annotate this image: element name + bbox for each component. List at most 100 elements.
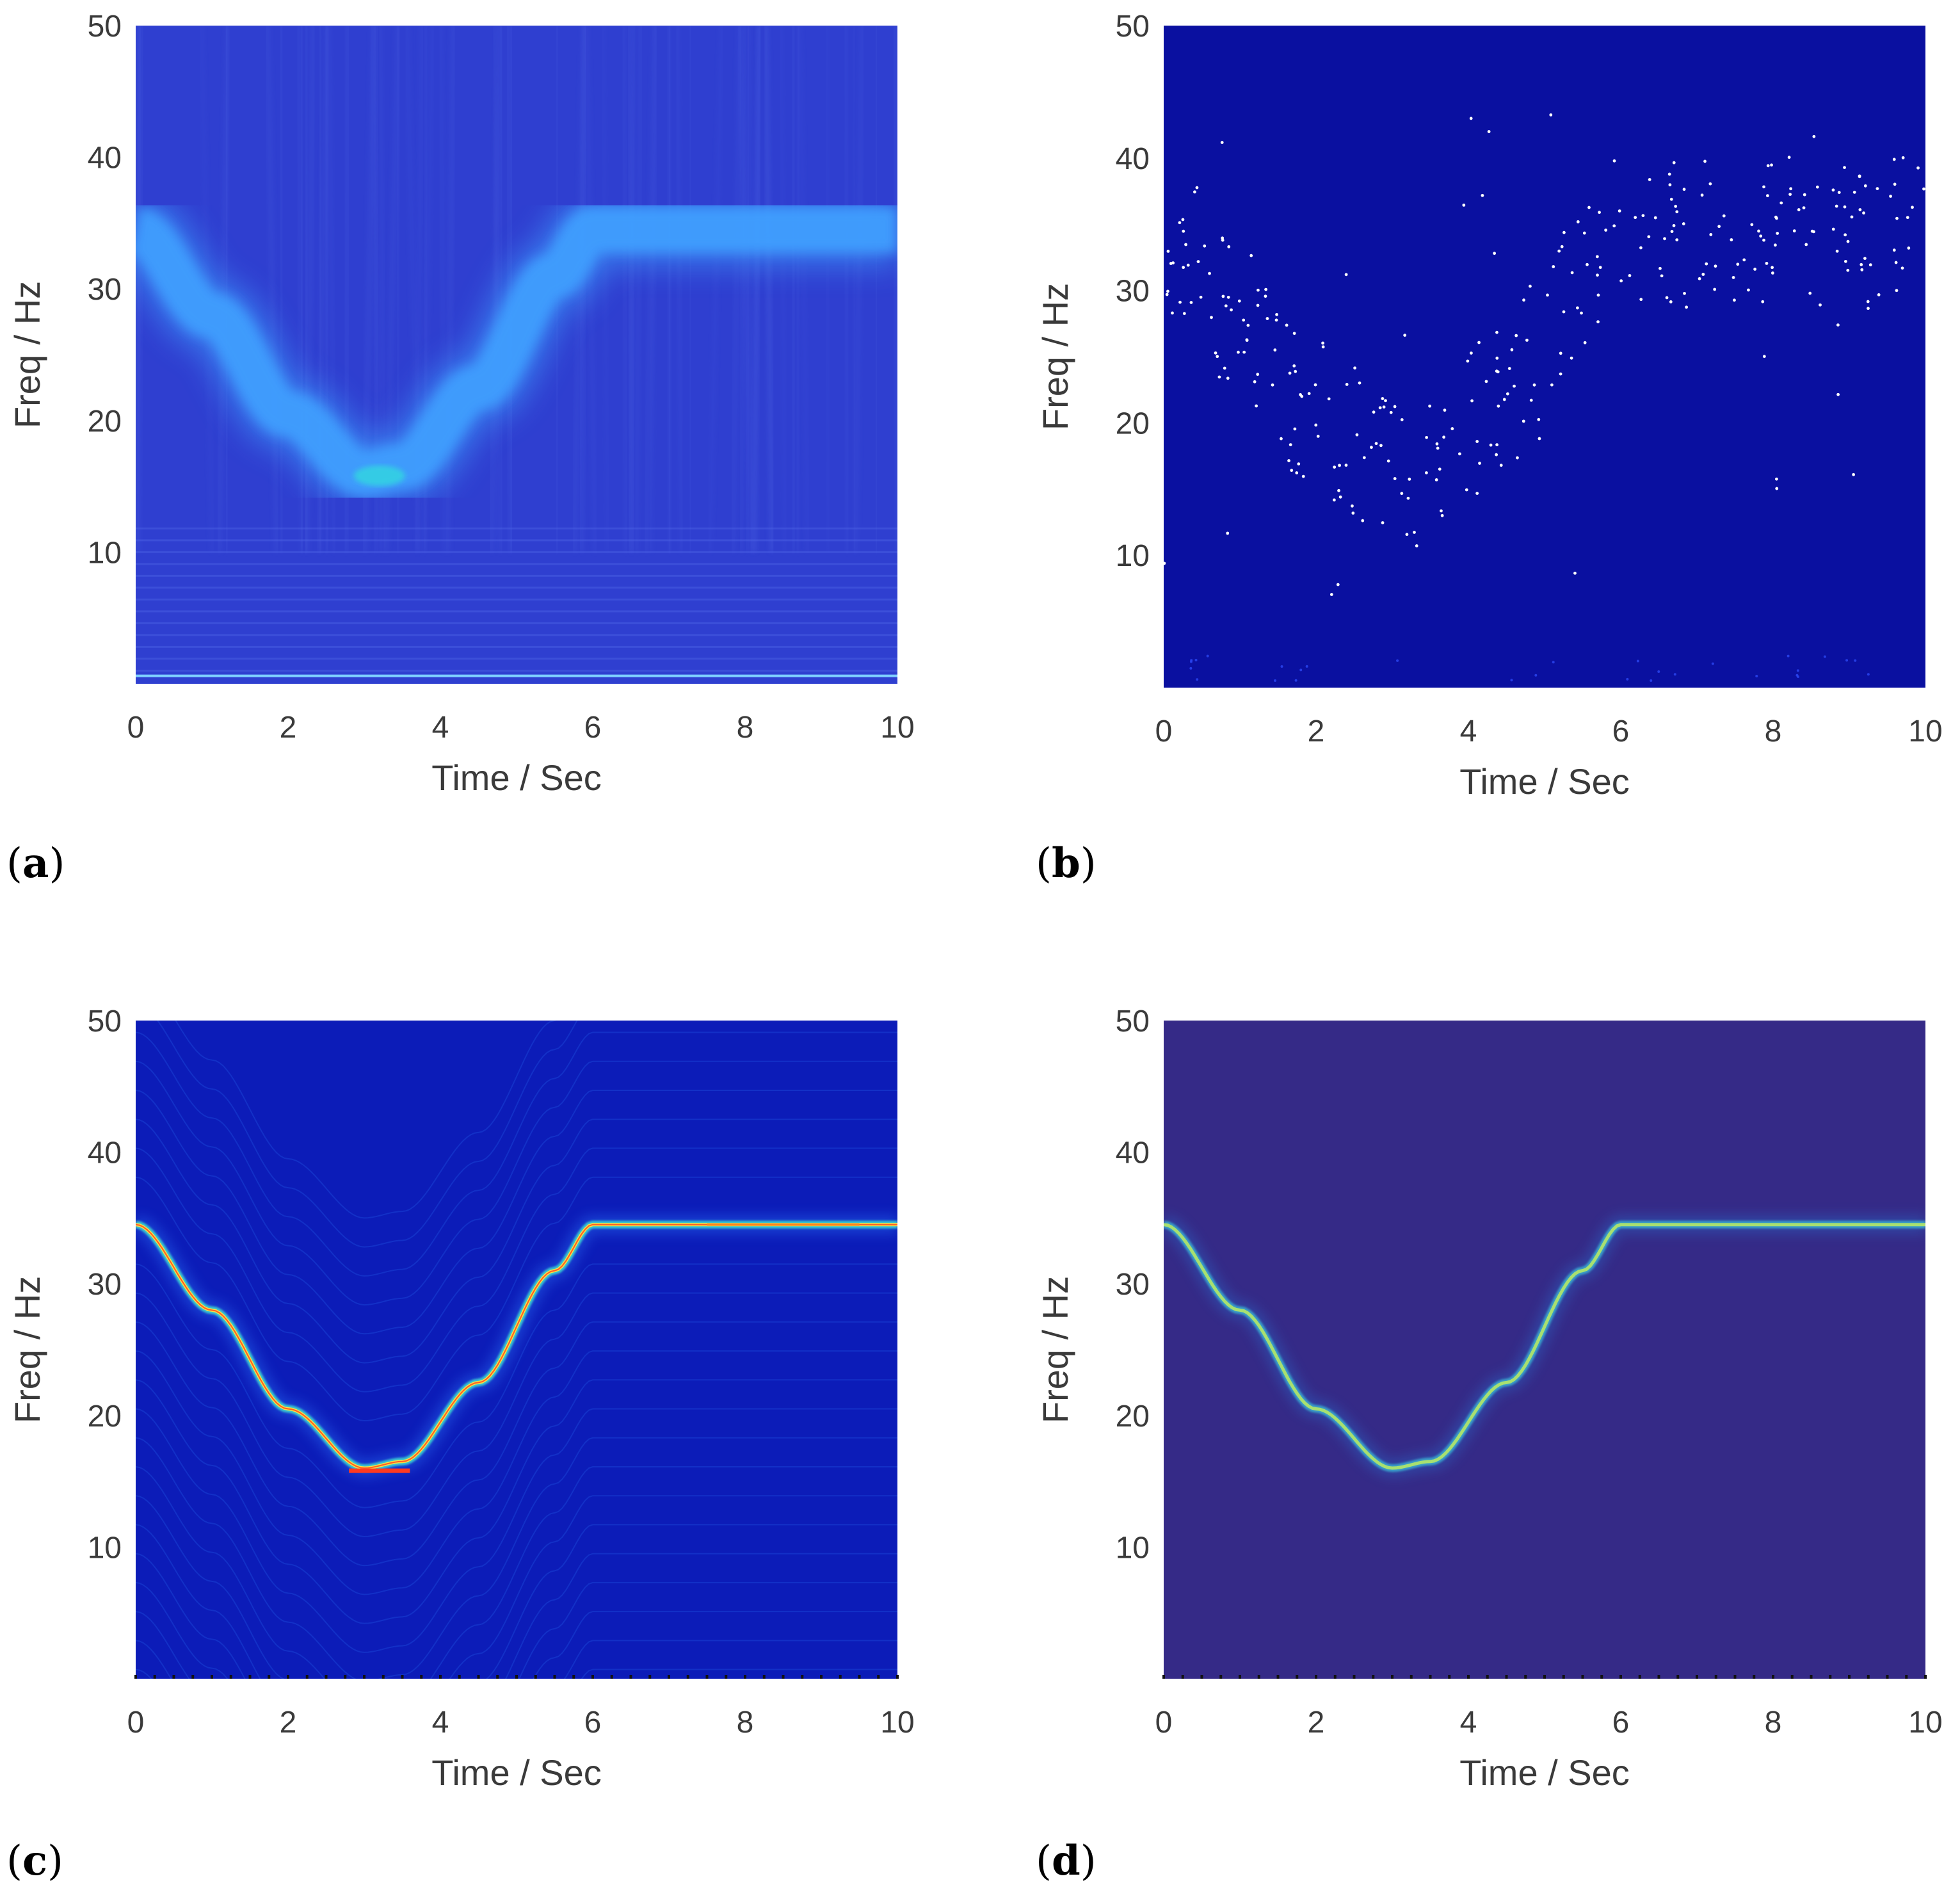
scatter-point	[1271, 383, 1274, 387]
scatter-point	[1358, 381, 1362, 385]
y-tick-label: 50	[1116, 1005, 1150, 1038]
scatter-point	[1705, 262, 1708, 266]
scatter-point	[1226, 531, 1230, 535]
scatter-point	[1722, 214, 1726, 218]
panel-label: (b)	[1036, 839, 1096, 887]
scatter-point	[1440, 509, 1443, 513]
scatter-point	[1747, 288, 1750, 292]
low-freq-speck	[1273, 679, 1276, 682]
plot-background	[1164, 1021, 1925, 1679]
scatter-point	[1242, 318, 1246, 322]
scatter-point	[1596, 293, 1600, 297]
scatter-point	[1863, 257, 1867, 260]
y-tick-label: 50	[88, 10, 122, 44]
scatter-point	[1672, 161, 1676, 165]
scatter-point	[1797, 208, 1801, 211]
faint-trace	[136, 1699, 897, 1890]
y-tick-label: 30	[1116, 275, 1150, 309]
scatter-point	[1612, 159, 1616, 163]
scatter-point	[1634, 216, 1637, 220]
scatter-point	[1789, 187, 1793, 191]
scatter-point	[1506, 392, 1509, 396]
scatter-point	[1285, 323, 1289, 327]
scatter-point	[1293, 427, 1297, 431]
scatter-point	[1372, 410, 1376, 414]
scatter-point	[1440, 513, 1444, 517]
scatter-point	[1628, 274, 1632, 277]
x-tick-label: 2	[280, 1706, 297, 1740]
scatter-point	[1470, 399, 1474, 403]
low-freq-speck	[1305, 665, 1308, 668]
scatter-point	[1265, 317, 1269, 320]
scatter-point	[1435, 442, 1439, 446]
scatter-point	[1703, 159, 1707, 163]
x-tick-label: 4	[1460, 1706, 1477, 1740]
plot-area	[1164, 1021, 1925, 1679]
scatter-point	[1669, 197, 1673, 201]
x-tick-label: 10	[1908, 715, 1942, 748]
scatter-point	[1216, 355, 1219, 359]
scatter-point	[1714, 264, 1717, 268]
noise-streak	[136, 26, 145, 553]
y-axis-label: Freq / Hz	[1035, 283, 1075, 430]
faint-trace	[136, 1379, 897, 1624]
scatter-point	[1217, 375, 1221, 379]
scatter-point	[1405, 533, 1409, 537]
scatter-point	[1889, 195, 1892, 198]
scatter-point	[1672, 224, 1676, 227]
scatter-point	[1193, 190, 1196, 194]
scatter-point	[1344, 273, 1348, 277]
scatter-point	[1208, 271, 1211, 275]
scatter-point	[1246, 323, 1250, 327]
noise-streak	[738, 26, 747, 553]
scatter-point	[1400, 418, 1404, 421]
panel-letter: d	[1052, 1837, 1080, 1885]
scatter-point	[1675, 238, 1679, 242]
x-tick-label: 8	[737, 711, 754, 745]
scatter-point	[1670, 230, 1674, 233]
scatter-point	[1587, 206, 1591, 209]
ridge-line	[136, 206, 897, 497]
scatter-point	[1182, 266, 1185, 270]
x-axis-label: Time / Sec	[431, 757, 602, 798]
scatter-point	[1900, 266, 1904, 270]
scatter-point	[1171, 261, 1175, 265]
y-tick-label: 30	[88, 273, 122, 307]
scatter-point	[1514, 334, 1518, 337]
low-freq-speck	[1294, 679, 1297, 682]
scatter-point	[1178, 221, 1182, 225]
scatter-point	[1301, 474, 1305, 478]
scatter-point	[1532, 383, 1536, 387]
low-freq-speck	[1854, 659, 1857, 662]
scatter-point	[1333, 465, 1337, 469]
scatter-point	[1860, 262, 1863, 266]
scatter-point	[1868, 263, 1872, 267]
scatter-point	[1580, 311, 1583, 315]
scatter-point	[1641, 214, 1645, 218]
scatter-point	[1327, 397, 1331, 401]
scatter-point	[1221, 238, 1225, 242]
low-freq-speck	[1534, 674, 1538, 677]
noise-streak	[852, 26, 856, 553]
y-tick-label: 10	[88, 536, 122, 570]
scatter-point	[1852, 472, 1856, 476]
scatter-point	[1922, 187, 1925, 191]
scatter-point	[1516, 456, 1519, 460]
scatter-point	[1639, 246, 1643, 250]
scatter-point	[1522, 419, 1525, 423]
noise-streak	[136, 26, 142, 553]
scatter-point	[1775, 477, 1778, 481]
noise-streak	[824, 26, 830, 553]
scatter-point	[1507, 367, 1511, 370]
faint-trace	[136, 1553, 897, 1679]
x-tick-label: 8	[737, 1706, 754, 1740]
scatter-point	[1575, 306, 1579, 310]
scatter-point	[1484, 380, 1488, 384]
scatter-point	[1843, 205, 1847, 209]
scatter-point	[1850, 215, 1854, 219]
scatter-point	[1462, 203, 1466, 207]
scatter-point	[1256, 303, 1260, 307]
scatter-point	[1675, 210, 1679, 214]
x-axis-label: Time / Sec	[431, 1752, 602, 1793]
scatter-point	[1382, 405, 1386, 409]
